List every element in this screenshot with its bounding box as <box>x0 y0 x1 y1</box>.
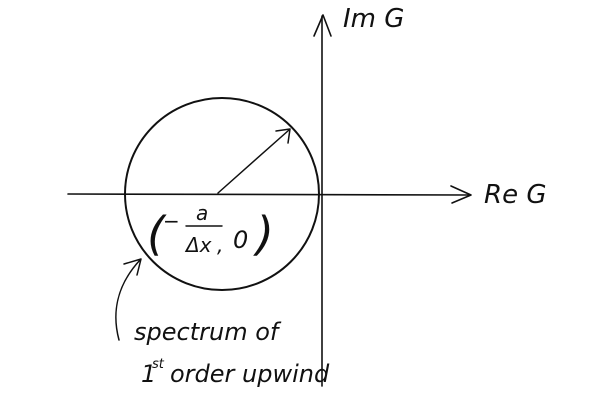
center-minus: − <box>163 209 180 233</box>
real-axis-arrowhead <box>450 185 472 204</box>
center-comma: , <box>217 233 223 257</box>
radius-arrowhead <box>275 128 291 144</box>
annotation-pointer-arrowhead <box>123 258 142 276</box>
center-open-paren: ( <box>147 207 167 261</box>
annotation-line2: 1 st order upwind <box>141 357 330 388</box>
imag-axis-label: Im G <box>343 4 404 34</box>
annotation-line2-super: st <box>152 357 165 372</box>
imag-axis-arrowhead <box>313 14 332 37</box>
spectrum-circle <box>124 97 320 291</box>
annotation-line1: spectrum of <box>134 318 282 346</box>
annotation-line2-prefix: 1 <box>141 360 156 388</box>
annotation-line2-rest: order upwind <box>170 360 330 388</box>
center-numerator: a <box>196 201 208 225</box>
center-close-paren: ) <box>253 207 274 261</box>
real-axis-label: Re G <box>484 180 546 210</box>
center-label: ( − a Δx , 0 ) <box>147 201 274 261</box>
annotation-pointer-arrow <box>115 259 141 341</box>
real-axis <box>67 193 471 196</box>
center-denominator: Δx <box>184 233 212 257</box>
radius-arrow <box>217 129 290 194</box>
center-zero: 0 <box>233 226 248 254</box>
